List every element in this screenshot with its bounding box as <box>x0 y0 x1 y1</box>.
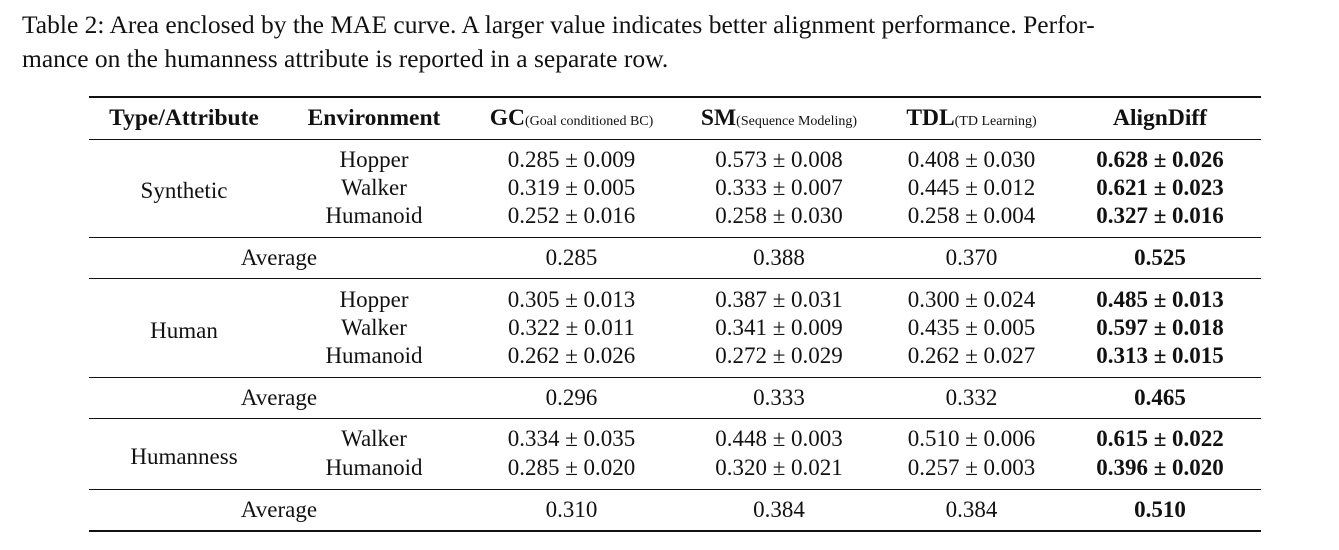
header-type: Type/Attribute <box>89 96 279 140</box>
aligndiff-cell: 0.597 ± 0.018 <box>1096 314 1224 340</box>
aligndiff-cell: 0.327 ± 0.016 <box>1096 203 1224 229</box>
sm-cell: 0.387 ± 0.031 <box>715 286 843 312</box>
header-gc: GC(Goal conditioned BC) <box>469 96 674 140</box>
env-cell: Hopper <box>339 146 409 172</box>
header-tdl-label: TDL <box>906 104 955 131</box>
aligndiff-cell: 0.313 ± 0.015 <box>1096 343 1224 369</box>
tdl-cell: 0.510 ± 0.006 <box>907 426 1036 452</box>
table-caption: Table 2: Area enclosed by the MAE curve.… <box>22 8 1322 76</box>
sm-cell: 0.341 ± 0.009 <box>715 314 843 340</box>
group-label-humanness: Humanness <box>130 444 238 470</box>
table-row: Human Hopper 0.305 ± 0.013 0.387 ± 0.031… <box>89 279 1261 344</box>
header-gc-sub: (Goal conditioned BC) <box>524 113 654 129</box>
tdl-cell: 0.435 ± 0.005 <box>907 314 1036 340</box>
header-sm: SM(Sequence Modeling) <box>674 96 884 140</box>
table-row: Walker 0.322 ± 0.011 0.341 ± 0.009 0.435… <box>89 314 1261 342</box>
env-cell: Humanoid <box>325 203 423 229</box>
tdl-cell: 0.445 ± 0.012 <box>907 174 1036 200</box>
gc-cell: 0.285 ± 0.020 <box>507 454 636 480</box>
aligndiff-cell: 0.485 ± 0.013 <box>1096 286 1224 312</box>
average-sm: 0.333 <box>674 377 884 420</box>
sm-cell: 0.573 ± 0.008 <box>715 146 843 172</box>
caption-line-1: Table 2: Area enclosed by the MAE curve.… <box>22 10 1095 39</box>
aligndiff-cell: 0.615 ± 0.022 <box>1096 426 1224 452</box>
average-label: Average <box>89 237 469 280</box>
sm-cell: 0.448 ± 0.003 <box>715 426 843 452</box>
tdl-cell: 0.258 ± 0.004 <box>907 203 1036 229</box>
sm-cell: 0.333 ± 0.007 <box>715 174 843 200</box>
caption-line-2: mance on the humanness attribute is repo… <box>22 44 669 73</box>
env-cell: Hopper <box>339 286 409 312</box>
header-tdl-sub: (TD Learning) <box>954 113 1037 129</box>
average-row: Average 0.285 0.388 0.370 0.525 <box>89 237 1261 280</box>
average-label: Average <box>89 377 469 420</box>
sm-cell: 0.272 ± 0.029 <box>715 343 843 369</box>
aligndiff-cell: 0.628 ± 0.026 <box>1096 146 1224 172</box>
header-sm-label: SM <box>700 104 737 131</box>
env-cell: Walker <box>341 426 407 452</box>
table-row: Humanoid 0.252 ± 0.016 0.258 ± 0.030 0.2… <box>89 202 1261 238</box>
group-label-human: Human <box>150 318 218 344</box>
average-sm: 0.384 <box>674 488 884 532</box>
group-label-synthetic: Synthetic <box>140 178 228 204</box>
gc-cell: 0.285 ± 0.009 <box>507 146 636 172</box>
header-aligndiff: AlignDiff <box>1059 96 1261 140</box>
results-table: Type/Attribute Environment GC(Goal condi… <box>89 96 1261 532</box>
average-gc: 0.285 <box>469 237 674 280</box>
env-cell: Walker <box>341 174 407 200</box>
gc-cell: 0.334 ± 0.035 <box>507 426 636 452</box>
aligndiff-cell: 0.396 ± 0.020 <box>1096 454 1224 480</box>
average-row: Average 0.310 0.384 0.384 0.510 <box>89 488 1261 532</box>
tdl-cell: 0.300 ± 0.024 <box>907 286 1036 312</box>
header-sm-sub: (Sequence Modeling) <box>736 113 858 129</box>
header-tdl: TDL(TD Learning) <box>884 96 1059 140</box>
average-gc: 0.296 <box>469 377 674 420</box>
gc-cell: 0.319 ± 0.005 <box>507 174 636 200</box>
average-tdl: 0.370 <box>884 237 1059 280</box>
average-gc: 0.310 <box>469 488 674 532</box>
header-environment: Environment <box>279 96 469 140</box>
average-row: Average 0.296 0.333 0.332 0.465 <box>89 377 1261 420</box>
table-row: Humanoid 0.285 ± 0.020 0.320 ± 0.021 0.2… <box>89 454 1261 490</box>
gc-cell: 0.252 ± 0.016 <box>507 203 636 229</box>
tdl-cell: 0.408 ± 0.030 <box>907 146 1036 172</box>
env-cell: Humanoid <box>325 454 423 480</box>
gc-cell: 0.322 ± 0.011 <box>508 314 635 340</box>
tdl-cell: 0.257 ± 0.003 <box>907 454 1036 480</box>
header-row: Type/Attribute Environment GC(Goal condi… <box>89 96 1261 140</box>
sm-cell: 0.258 ± 0.030 <box>715 203 843 229</box>
env-cell: Walker <box>341 314 407 340</box>
table-row: Humanoid 0.262 ± 0.026 0.272 ± 0.029 0.2… <box>89 342 1261 378</box>
average-tdl: 0.332 <box>884 377 1059 420</box>
header-gc-label: GC <box>489 104 525 131</box>
average-label: Average <box>89 488 469 532</box>
sm-cell: 0.320 ± 0.021 <box>715 454 843 480</box>
table-row: Walker 0.319 ± 0.005 0.333 ± 0.007 0.445… <box>89 174 1261 202</box>
gc-cell: 0.262 ± 0.026 <box>507 343 636 369</box>
env-cell: Humanoid <box>325 343 423 369</box>
table-row: Synthetic Hopper 0.285 ± 0.009 0.573 ± 0… <box>89 139 1261 204</box>
average-aligndiff: 0.525 <box>1059 237 1261 280</box>
tdl-cell: 0.262 ± 0.027 <box>907 343 1036 369</box>
average-sm: 0.388 <box>674 237 884 280</box>
aligndiff-cell: 0.621 ± 0.023 <box>1096 174 1224 200</box>
table-row: Humanness Walker 0.334 ± 0.035 0.448 ± 0… <box>89 419 1261 469</box>
gc-cell: 0.305 ± 0.013 <box>507 286 636 312</box>
average-aligndiff: 0.465 <box>1059 377 1261 420</box>
average-tdl: 0.384 <box>884 488 1059 532</box>
average-aligndiff: 0.510 <box>1059 488 1261 532</box>
